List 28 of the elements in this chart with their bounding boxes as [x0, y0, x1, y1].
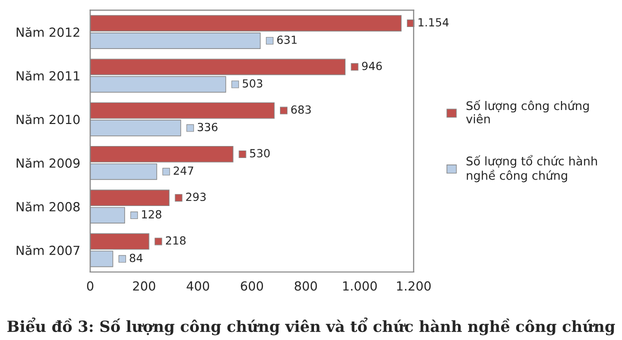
data-label: 631 — [277, 36, 297, 44]
data-label: 1.154 — [418, 18, 449, 27]
x-tick-label: 1.000 — [343, 281, 377, 291]
y-tick-label: Năm 2010 — [16, 114, 80, 124]
legend-label: Số lượng công chứng viên — [466, 100, 589, 124]
x-tick-label: 200 — [133, 281, 156, 291]
data-label: 84 — [130, 254, 143, 262]
x-tick-label: 0 — [87, 281, 94, 291]
x-tick-label: 1.200 — [397, 281, 431, 291]
data-label: 530 — [250, 149, 270, 158]
data-label: 336 — [198, 122, 218, 132]
y-tick-label: Năm 2009 — [16, 158, 80, 168]
y-tick-label: Năm 2007 — [16, 245, 80, 256]
data-label: 946 — [362, 62, 382, 70]
x-tick-label: 600 — [240, 281, 264, 291]
data-label: 218 — [166, 236, 186, 245]
legend-label: Số lượng tổ chức hành nghề công chứng — [466, 155, 597, 182]
x-tick-label: 400 — [186, 281, 210, 291]
y-tick-label: Năm 2011 — [16, 70, 80, 81]
data-label: 128 — [142, 210, 162, 218]
x-tick-label: 800 — [294, 281, 317, 291]
data-label: 503 — [242, 79, 262, 88]
data-label: 247 — [174, 166, 194, 175]
data-label: 293 — [186, 192, 206, 202]
data-label: 683 — [291, 105, 311, 114]
text: Biểu đồ 3: Số lượng công chứng viên và tổ chức hành nghề công chứng — [7, 318, 615, 336]
y-tick-label: Năm 2012 — [16, 27, 80, 37]
y-tick-label: Năm 2008 — [16, 202, 80, 212]
